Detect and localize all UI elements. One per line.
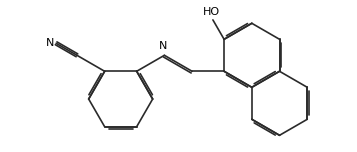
Text: N: N — [159, 41, 167, 52]
Text: HO: HO — [203, 7, 220, 17]
Text: N: N — [46, 38, 54, 48]
